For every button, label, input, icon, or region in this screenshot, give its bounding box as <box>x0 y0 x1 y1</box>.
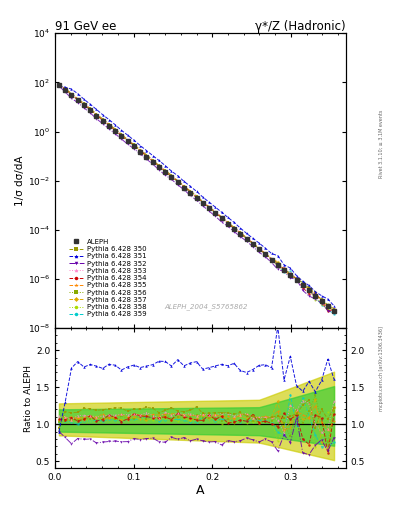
Legend: ALEPH, Pythia 6.428 350, Pythia 6.428 351, Pythia 6.428 352, Pythia 6.428 353, P: ALEPH, Pythia 6.428 350, Pythia 6.428 35… <box>67 238 148 319</box>
Text: ALEPH_2004_S5765862: ALEPH_2004_S5765862 <box>165 304 248 310</box>
X-axis label: A: A <box>196 484 205 497</box>
Text: mcplots.cern.ch [arXiv:1306.3436]: mcplots.cern.ch [arXiv:1306.3436] <box>379 326 384 411</box>
Text: γ*/Z (Hadronic): γ*/Z (Hadronic) <box>255 20 346 33</box>
Y-axis label: 1/σ dσ/dA: 1/σ dσ/dA <box>15 156 25 206</box>
Text: Rivet 3.1.10; ≥ 3.1M events: Rivet 3.1.10; ≥ 3.1M events <box>379 109 384 178</box>
Text: 91 GeV ee: 91 GeV ee <box>55 20 116 33</box>
Y-axis label: Ratio to ALEPH: Ratio to ALEPH <box>24 365 33 432</box>
